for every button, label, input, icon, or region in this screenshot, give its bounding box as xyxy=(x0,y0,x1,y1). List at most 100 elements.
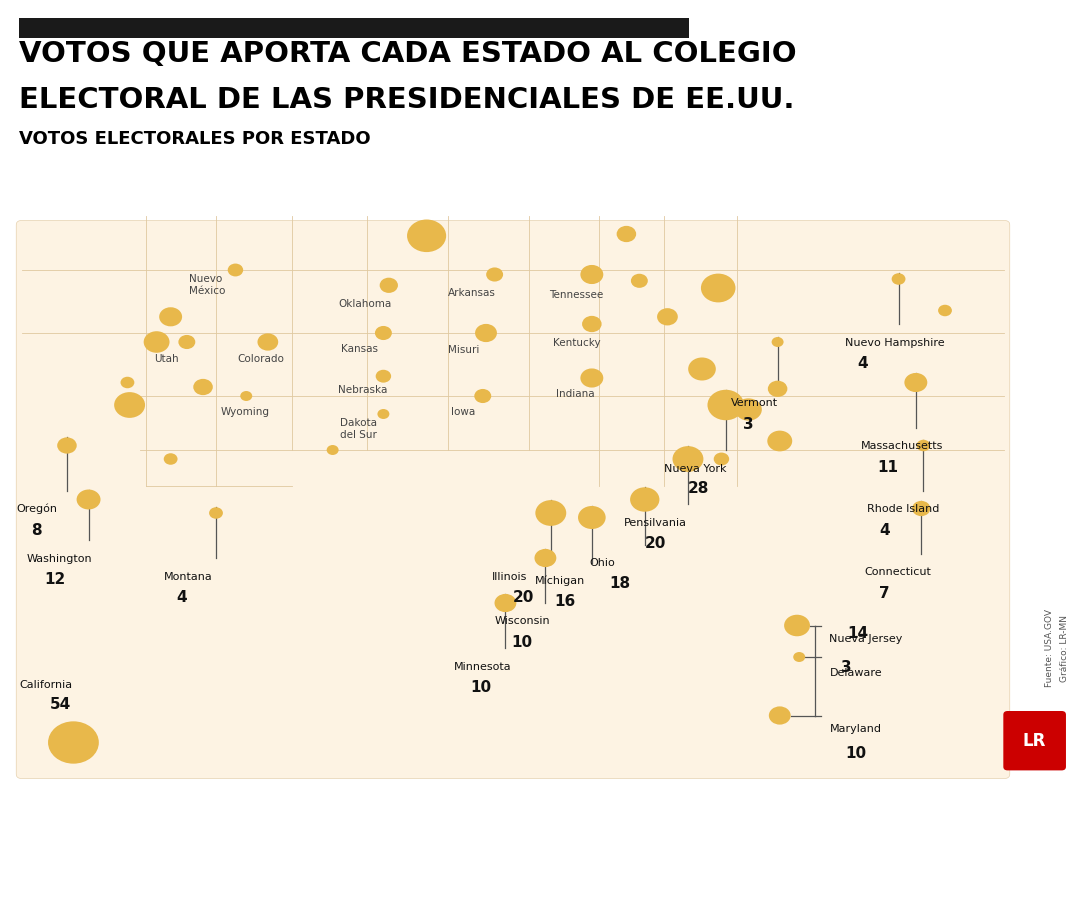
Circle shape xyxy=(630,487,660,512)
Text: 12: 12 xyxy=(44,572,66,587)
Text: Nuevo
México: Nuevo México xyxy=(189,274,226,296)
Text: 4: 4 xyxy=(879,523,890,538)
Text: Oregón: Oregón xyxy=(16,504,57,515)
Circle shape xyxy=(769,706,791,724)
FancyBboxPatch shape xyxy=(1003,711,1066,770)
Circle shape xyxy=(536,500,566,526)
FancyBboxPatch shape xyxy=(16,220,1010,778)
Circle shape xyxy=(121,377,134,388)
Circle shape xyxy=(77,490,100,509)
Text: 7: 7 xyxy=(878,586,889,600)
Text: 28: 28 xyxy=(688,482,710,497)
Text: Nuevo Hampshire: Nuevo Hampshire xyxy=(845,338,944,347)
Circle shape xyxy=(673,446,703,472)
Circle shape xyxy=(688,357,716,381)
Circle shape xyxy=(707,390,744,420)
Circle shape xyxy=(114,392,145,418)
Circle shape xyxy=(193,379,213,395)
Bar xyxy=(19,18,689,38)
Circle shape xyxy=(535,549,556,567)
Text: Pensilvania: Pensilvania xyxy=(624,518,687,527)
Text: Gráfico: LR-MN: Gráfico: LR-MN xyxy=(1061,615,1069,681)
Circle shape xyxy=(578,506,606,529)
Circle shape xyxy=(580,368,604,388)
Text: VOTOS QUE APORTA CADA ESTADO AL COLEGIO: VOTOS QUE APORTA CADA ESTADO AL COLEGIO xyxy=(19,40,797,68)
Text: 3: 3 xyxy=(841,660,851,675)
Text: Nueva Jersey: Nueva Jersey xyxy=(829,634,903,644)
Circle shape xyxy=(767,430,793,452)
Circle shape xyxy=(159,307,183,327)
Text: California: California xyxy=(19,680,72,689)
Circle shape xyxy=(793,652,806,662)
Text: Delaware: Delaware xyxy=(829,668,882,678)
Text: Illinois: Illinois xyxy=(491,572,527,581)
Text: Oklahoma: Oklahoma xyxy=(338,299,391,309)
Circle shape xyxy=(375,326,392,340)
Text: Ohio: Ohio xyxy=(590,558,616,568)
Text: Montana: Montana xyxy=(164,572,213,581)
Text: Fuente: USA.GOV: Fuente: USA.GOV xyxy=(1045,609,1054,687)
Text: 20: 20 xyxy=(512,590,534,605)
Circle shape xyxy=(631,274,648,288)
Text: Kansas: Kansas xyxy=(341,344,378,354)
Text: 4: 4 xyxy=(856,356,867,372)
Text: ELECTORAL DE LAS PRESIDENCIALES DE EE.UU.: ELECTORAL DE LAS PRESIDENCIALES DE EE.UU… xyxy=(19,86,795,113)
Circle shape xyxy=(178,335,195,349)
Circle shape xyxy=(617,226,636,242)
Text: Misuri: Misuri xyxy=(448,345,480,355)
Circle shape xyxy=(486,267,503,282)
Text: VOTOS ELECTORALES POR ESTADO: VOTOS ELECTORALES POR ESTADO xyxy=(19,130,372,148)
Text: Vermont: Vermont xyxy=(731,398,779,408)
Text: Connecticut: Connecticut xyxy=(864,567,931,577)
Circle shape xyxy=(657,308,678,326)
Circle shape xyxy=(48,721,99,764)
Circle shape xyxy=(917,440,930,451)
Circle shape xyxy=(913,501,930,516)
Text: Colorado: Colorado xyxy=(238,354,284,364)
Circle shape xyxy=(495,594,516,612)
Circle shape xyxy=(474,389,491,403)
Circle shape xyxy=(257,333,279,351)
Text: Dakota
del Sur: Dakota del Sur xyxy=(340,418,377,440)
Text: 10: 10 xyxy=(846,746,867,760)
Circle shape xyxy=(407,220,446,252)
Circle shape xyxy=(771,337,784,347)
Text: 54: 54 xyxy=(51,697,71,712)
Text: 10: 10 xyxy=(470,680,491,695)
Text: Washington: Washington xyxy=(27,554,93,563)
Text: 11: 11 xyxy=(878,460,899,474)
Circle shape xyxy=(57,437,77,454)
Text: 8: 8 xyxy=(31,523,42,537)
Circle shape xyxy=(164,454,177,464)
Circle shape xyxy=(475,324,497,342)
Text: Arkansas: Arkansas xyxy=(448,288,496,298)
Circle shape xyxy=(376,370,391,382)
Text: Indiana: Indiana xyxy=(556,389,595,399)
Circle shape xyxy=(210,508,222,518)
Circle shape xyxy=(144,331,170,353)
Text: 14: 14 xyxy=(848,626,869,641)
Text: 3: 3 xyxy=(743,417,753,432)
Text: Wyoming: Wyoming xyxy=(220,407,269,417)
Text: 18: 18 xyxy=(610,576,631,591)
Text: 4: 4 xyxy=(176,590,187,606)
Circle shape xyxy=(326,445,339,455)
Text: Wisconsin: Wisconsin xyxy=(495,616,551,626)
Circle shape xyxy=(582,316,602,332)
Circle shape xyxy=(228,264,243,276)
Text: Kentucky: Kentucky xyxy=(553,338,600,348)
Circle shape xyxy=(580,265,604,284)
Circle shape xyxy=(377,409,390,419)
Text: Nebraska: Nebraska xyxy=(338,385,388,395)
Circle shape xyxy=(904,373,928,392)
Text: 16: 16 xyxy=(554,594,575,609)
Text: Massachusetts: Massachusetts xyxy=(861,441,943,451)
Text: 20: 20 xyxy=(645,536,666,551)
Text: LR: LR xyxy=(1023,732,1047,750)
Text: Maryland: Maryland xyxy=(829,724,881,734)
Circle shape xyxy=(939,305,951,316)
Text: Minnesota: Minnesota xyxy=(454,662,511,671)
Circle shape xyxy=(380,278,397,293)
Circle shape xyxy=(892,274,905,284)
Circle shape xyxy=(735,399,761,420)
